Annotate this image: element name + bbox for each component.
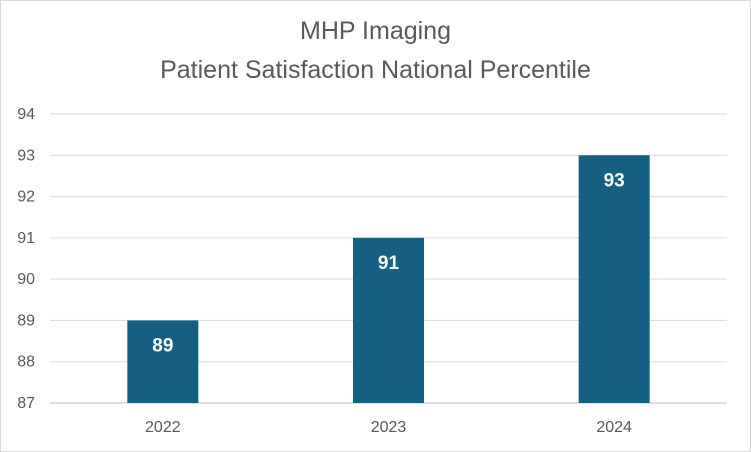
y-tick-label: 93	[17, 147, 35, 164]
y-tick-label: 94	[17, 106, 35, 123]
y-tick-label: 90	[17, 271, 35, 288]
bar	[127, 320, 199, 403]
data-label: 93	[604, 170, 625, 191]
x-tick-label: 2022	[145, 419, 181, 436]
y-tick-label: 88	[17, 354, 35, 371]
y-tick-label: 89	[17, 312, 35, 329]
y-tick-label: 91	[17, 230, 35, 247]
data-label: 89	[152, 335, 173, 356]
y-tick-label: 92	[17, 189, 35, 206]
x-tick-label: 2023	[371, 419, 407, 436]
bar	[578, 155, 650, 403]
bar	[353, 237, 424, 403]
chart-subtitle: Patient Satisfaction National Percentile	[160, 56, 591, 84]
data-label: 91	[378, 253, 400, 274]
y-tick-label: 87	[17, 395, 35, 412]
chart-title: MHP Imaging	[300, 17, 451, 45]
x-tick-label: 2024	[596, 419, 632, 436]
